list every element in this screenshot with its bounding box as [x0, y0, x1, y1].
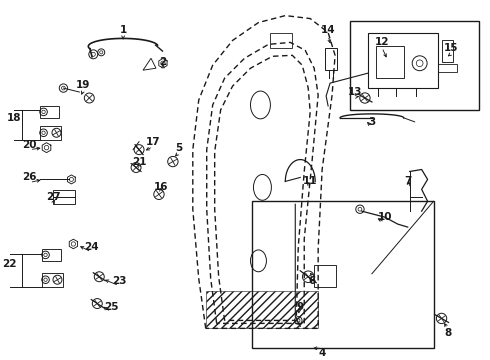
Text: 21: 21 — [132, 157, 147, 167]
Bar — [314, 265, 336, 287]
Text: 20: 20 — [23, 140, 37, 150]
Text: 8: 8 — [444, 328, 451, 338]
Text: 27: 27 — [46, 192, 61, 202]
Text: 19: 19 — [76, 80, 91, 90]
Bar — [438, 64, 458, 72]
Text: 6: 6 — [309, 276, 316, 286]
Text: 11: 11 — [303, 176, 318, 186]
Text: 17: 17 — [146, 137, 160, 147]
Bar — [441, 40, 453, 62]
Text: 15: 15 — [444, 43, 459, 53]
Bar — [42, 273, 63, 287]
Text: 18: 18 — [6, 113, 21, 123]
Polygon shape — [206, 291, 318, 328]
Text: 4: 4 — [318, 348, 326, 358]
Bar — [42, 249, 61, 261]
Text: 13: 13 — [348, 87, 362, 97]
Text: 22: 22 — [2, 259, 17, 269]
Bar — [270, 33, 293, 48]
Bar — [252, 201, 434, 348]
Text: 2: 2 — [159, 57, 167, 67]
Text: 7: 7 — [404, 176, 412, 186]
Text: 1: 1 — [120, 26, 127, 36]
Text: 10: 10 — [378, 212, 392, 222]
Text: 16: 16 — [154, 183, 168, 192]
Text: 14: 14 — [321, 26, 336, 36]
Bar — [40, 106, 59, 118]
Bar — [53, 190, 75, 204]
Text: 26: 26 — [23, 172, 37, 183]
Text: 3: 3 — [368, 117, 375, 127]
Text: 12: 12 — [374, 37, 389, 48]
Text: 25: 25 — [104, 302, 119, 311]
Text: 23: 23 — [112, 276, 126, 286]
Bar — [350, 21, 479, 110]
Bar — [40, 126, 61, 140]
Text: 24: 24 — [84, 242, 98, 252]
Bar — [376, 46, 404, 78]
Text: 5: 5 — [175, 143, 182, 153]
Bar — [325, 48, 337, 70]
Bar — [368, 33, 438, 88]
Text: 9: 9 — [296, 302, 304, 311]
